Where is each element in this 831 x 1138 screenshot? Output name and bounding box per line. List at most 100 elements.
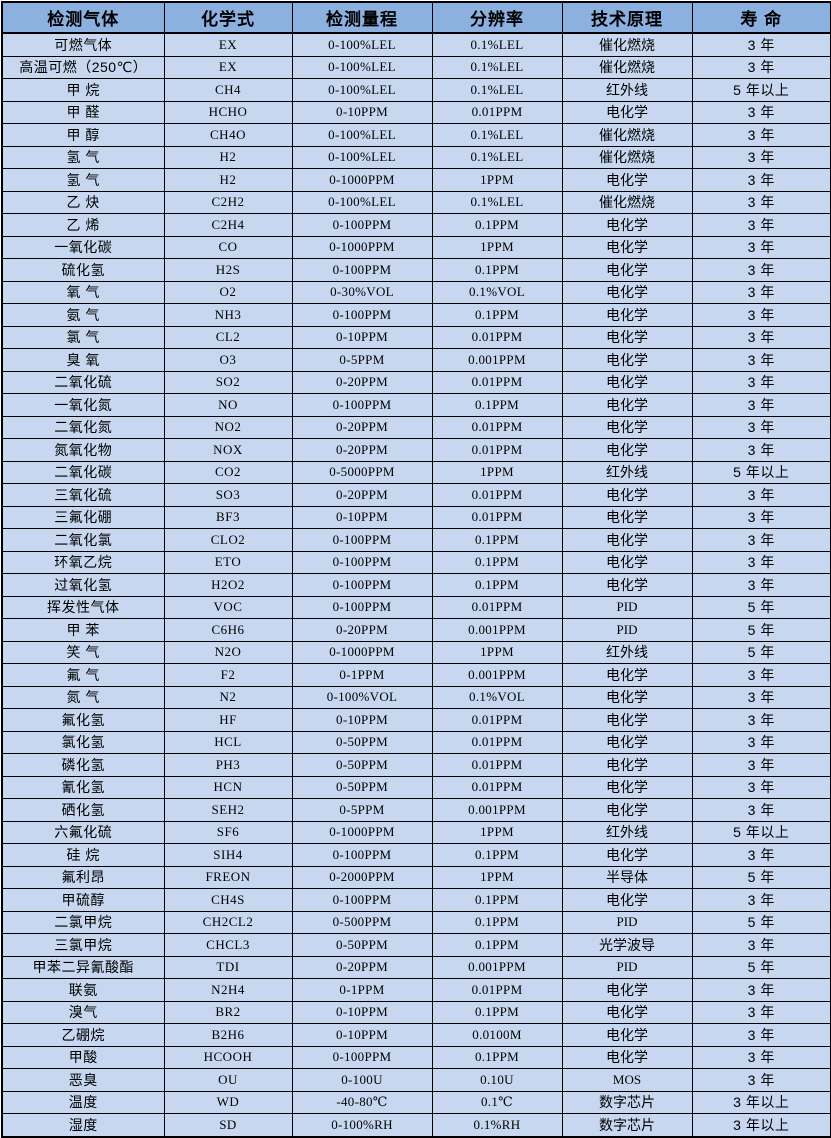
- cell-range: 0-1PPM: [291, 663, 433, 687]
- cell-range: 0-100PPM: [291, 595, 433, 619]
- table-row: 磷化氢 PH3 0-50PPM 0.01PPM 电化学 3 年: [1, 753, 831, 777]
- cell-gas: 甲酸: [1, 1045, 165, 1069]
- cell-range: 0-10PPM: [291, 325, 433, 349]
- cell-gas: 甲 醇: [1, 123, 165, 147]
- cell-principle: 红外线: [561, 460, 693, 484]
- table-row: 温度 WD -40-80℃ 0.1℃ 数字芯片 3 年以上: [1, 1090, 831, 1114]
- cell-resolution: 0.1PPM: [431, 550, 563, 574]
- table-row: 二氧化硫 SO2 0-20PPM 0.01PPM 电化学 3 年: [1, 370, 831, 394]
- cell-gas: 过氧化氢: [1, 573, 165, 597]
- cell-range: 0-5PPM: [291, 798, 433, 822]
- cell-gas: 氨 气: [1, 303, 165, 327]
- cell-formula: EX: [163, 32, 293, 57]
- cell-formula: CL2: [163, 325, 293, 349]
- cell-gas: 氯 气: [1, 325, 165, 349]
- cell-range: 0-30%VOL: [291, 280, 433, 304]
- cell-principle: 电化学: [561, 730, 693, 754]
- cell-lifespan: 3 年: [691, 550, 831, 574]
- cell-resolution: 0.1PPM: [431, 573, 563, 597]
- cell-principle: 电化学: [561, 348, 693, 372]
- cell-resolution: 0.01PPM: [431, 730, 563, 754]
- cell-lifespan: 5 年以上: [691, 820, 831, 844]
- cell-lifespan: 3 年: [691, 32, 831, 57]
- table-row: 氟 气 F2 0-1PPM 0.001PPM 电化学 3 年: [1, 663, 831, 687]
- cell-range: 0-20PPM: [291, 370, 433, 394]
- cell-principle: 红外线: [561, 820, 693, 844]
- column-header-formula: 化学式: [163, 1, 293, 34]
- table-row: 湿度 SD 0-100%RH 0.1%RH 数字芯片 3 年以上: [1, 1113, 831, 1137]
- cell-principle: 电化学: [561, 235, 693, 259]
- cell-formula: EX: [163, 55, 293, 79]
- cell-principle: 电化学: [561, 505, 693, 529]
- table-row: 氰化氢 HCN 0-50PPM 0.01PPM 电化学 3 年: [1, 775, 831, 799]
- cell-principle: 光学波导: [561, 933, 693, 957]
- cell-formula: NH3: [163, 303, 293, 327]
- column-header-lifespan: 寿 命: [691, 1, 831, 34]
- cell-range: 0-1PPM: [291, 978, 433, 1002]
- cell-range: 0-10PPM: [291, 100, 433, 124]
- cell-formula: OU: [163, 1068, 293, 1092]
- table-row: 甲 烷 CH4 0-100%LEL 0.1%LEL 红外线 5 年以上: [1, 78, 831, 102]
- cell-formula: H2: [163, 168, 293, 192]
- column-header-range: 检测量程: [291, 1, 433, 34]
- table-row: 甲苯二异氰酸酯 TDI 0-20PPM 0.001PPM PID 5 年: [1, 955, 831, 979]
- cell-principle: 催化燃烧: [561, 145, 693, 169]
- cell-principle: 电化学: [561, 303, 693, 327]
- cell-resolution: 0.10U: [431, 1068, 563, 1092]
- cell-gas: 硅 烷: [1, 843, 165, 867]
- cell-gas: 氧 气: [1, 280, 165, 304]
- cell-gas: 氯化氢: [1, 730, 165, 754]
- table-row: 氮 气 N2 0-100%VOL 0.1%VOL 电化学 3 年: [1, 685, 831, 709]
- cell-lifespan: 3 年: [691, 685, 831, 709]
- cell-formula: CH2CL2: [163, 910, 293, 934]
- table-row: 二氧化碳 CO2 0-5000PPM 1PPM 红外线 5 年以上: [1, 460, 831, 484]
- cell-principle: MOS: [561, 1068, 693, 1092]
- cell-gas: 高温可燃（250℃）: [1, 55, 165, 79]
- cell-formula: H2S: [163, 258, 293, 282]
- cell-principle: 电化学: [561, 685, 693, 709]
- cell-principle: 电化学: [561, 325, 693, 349]
- cell-principle: 电化学: [561, 753, 693, 777]
- cell-gas: 臭 氧: [1, 348, 165, 372]
- cell-resolution: 0.1%VOL: [431, 280, 563, 304]
- cell-principle: 电化学: [561, 370, 693, 394]
- cell-range: 0-100%LEL: [291, 190, 433, 214]
- cell-formula: SO3: [163, 483, 293, 507]
- cell-gas: 二氧化氮: [1, 415, 165, 439]
- column-header-gas: 检测气体: [1, 1, 165, 34]
- cell-formula: N2: [163, 685, 293, 709]
- cell-range: 0-100PPM: [291, 303, 433, 327]
- cell-gas: 甲硫醇: [1, 888, 165, 912]
- cell-lifespan: 3 年: [691, 1023, 831, 1047]
- cell-gas: 氮 气: [1, 685, 165, 709]
- table-row: 二氯甲烷 CH2CL2 0-500PPM 0.1PPM PID 5 年: [1, 910, 831, 934]
- cell-lifespan: 3 年: [691, 888, 831, 912]
- table-row: 甲硫醇 CH4S 0-100PPM 0.1PPM 电化学 3 年: [1, 888, 831, 912]
- cell-range: 0-50PPM: [291, 753, 433, 777]
- table-row: 六氟化硫 SF6 0-1000PPM 1PPM 红外线 5 年以上: [1, 820, 831, 844]
- table-row: 甲 醛 HCHO 0-10PPM 0.01PPM 电化学 3 年: [1, 100, 831, 124]
- cell-principle: PID: [561, 618, 693, 642]
- cell-range: 0-1000PPM: [291, 820, 433, 844]
- cell-formula: SEH2: [163, 798, 293, 822]
- cell-resolution: 1PPM: [431, 168, 563, 192]
- table-row: 三氧化硫 SO3 0-20PPM 0.01PPM 电化学 3 年: [1, 483, 831, 507]
- cell-lifespan: 3 年以上: [691, 1090, 831, 1114]
- cell-principle: PID: [561, 955, 693, 979]
- cell-resolution: 0.01PPM: [431, 753, 563, 777]
- cell-resolution: 0.1℃: [431, 1090, 563, 1114]
- cell-resolution: 0.1PPM: [431, 528, 563, 552]
- cell-principle: 电化学: [561, 213, 693, 237]
- cell-range: 0-20PPM: [291, 438, 433, 462]
- cell-range: 0-100U: [291, 1068, 433, 1092]
- cell-gas: 温度: [1, 1090, 165, 1114]
- cell-lifespan: 3 年: [691, 978, 831, 1002]
- cell-formula: HF: [163, 708, 293, 732]
- cell-resolution: 0.1%RH: [431, 1113, 563, 1137]
- cell-gas: 乙硼烷: [1, 1023, 165, 1047]
- cell-lifespan: 3 年: [691, 348, 831, 372]
- cell-principle: 电化学: [561, 100, 693, 124]
- cell-range: 0-10PPM: [291, 708, 433, 732]
- cell-resolution: 1PPM: [431, 865, 563, 889]
- cell-gas: 一氧化氮: [1, 393, 165, 417]
